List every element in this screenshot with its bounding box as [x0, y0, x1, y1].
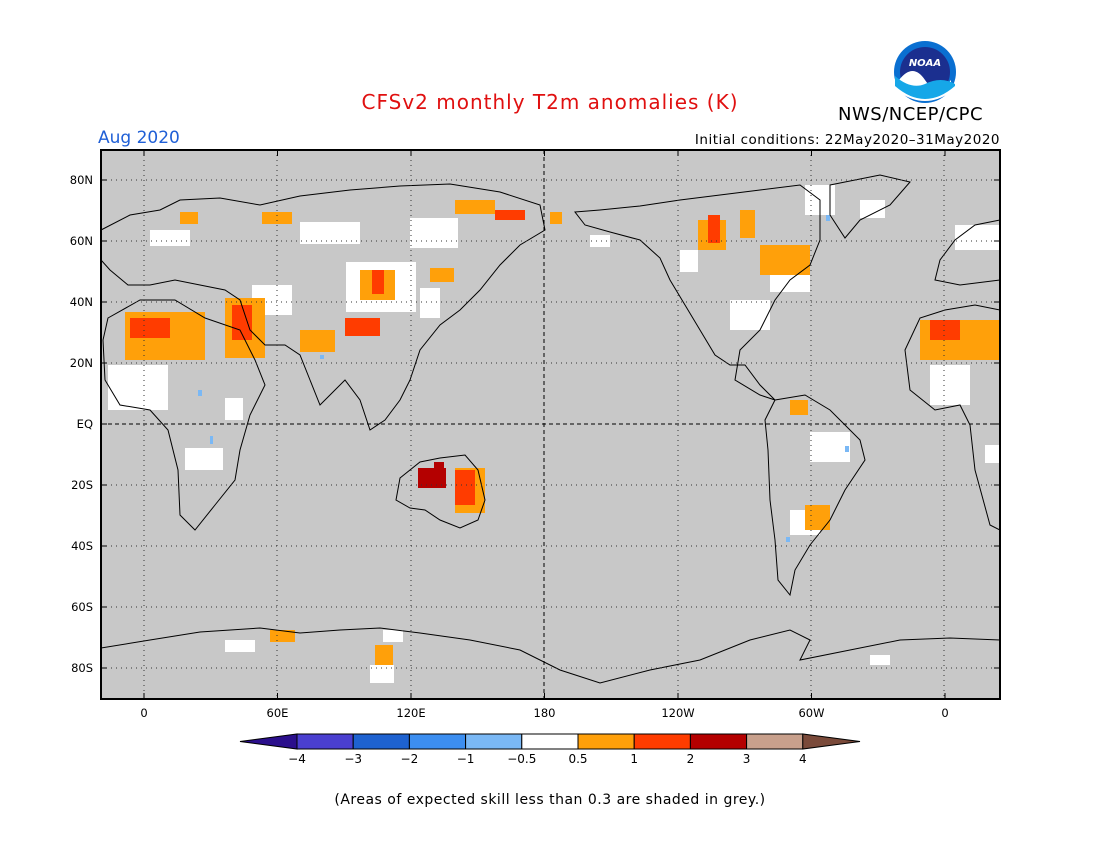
map-title: CFSv2 monthly T2m anomalies (K)	[361, 90, 739, 114]
lat-label: 80S	[71, 661, 93, 675]
colorbar-label: 0.5	[568, 752, 587, 766]
lon-label: 0	[140, 706, 147, 720]
lat-label: 20S	[71, 478, 93, 492]
colorbar-label: −2	[401, 752, 419, 766]
lon-label: 180	[534, 706, 556, 720]
lon-label: 120E	[396, 706, 425, 720]
lat-label: 60S	[71, 600, 93, 614]
colorbar-label: 1	[630, 752, 638, 766]
forecast-month: Aug 2020	[98, 128, 180, 148]
lon-label: 60W	[798, 706, 824, 720]
colorbar-label: 4	[799, 752, 807, 766]
colorbar-label: −1	[457, 752, 475, 766]
noaa-logo: NOAA	[893, 40, 957, 108]
initial-conditions: Initial conditions: 22May2020–31May2020	[694, 132, 1000, 148]
colorbar-label: −3	[344, 752, 362, 766]
anomaly-shading	[101, 174, 1000, 684]
colorbar-label: 3	[743, 752, 751, 766]
colorbar-arrow-high	[802, 733, 861, 750]
colorbar-box	[408, 733, 467, 750]
lon-label: 0	[941, 706, 948, 720]
colorbar-box	[296, 733, 354, 750]
lat-label: EQ	[77, 417, 93, 431]
colorbar-box	[633, 733, 691, 750]
lat-label: 20N	[70, 356, 93, 370]
skill-note: (Areas of expected skill less than 0.3 a…	[334, 792, 766, 808]
colorbar-arrow-low	[239, 733, 298, 750]
colorbar-box	[352, 733, 410, 750]
colorbar-label: 2	[687, 752, 695, 766]
lat-label: 60N	[70, 234, 93, 248]
colorbar-box	[521, 733, 579, 750]
lon-label: 120W	[661, 706, 694, 720]
lon-label: 60E	[267, 706, 289, 720]
colorbar-box	[746, 733, 804, 750]
colorbar-box	[577, 733, 635, 750]
lat-label: 40N	[70, 295, 93, 309]
lat-label: 40S	[71, 539, 93, 553]
colorbar-label: −0.5	[507, 752, 536, 766]
agency-label: NWS/NCEP/CPC	[838, 104, 984, 125]
lat-label: 80N	[70, 173, 93, 187]
colorbar-box	[465, 733, 523, 750]
colorbar-box	[689, 733, 748, 750]
noaa-logo-text: NOAA	[908, 58, 942, 69]
colorbar-label: −4	[288, 752, 306, 766]
